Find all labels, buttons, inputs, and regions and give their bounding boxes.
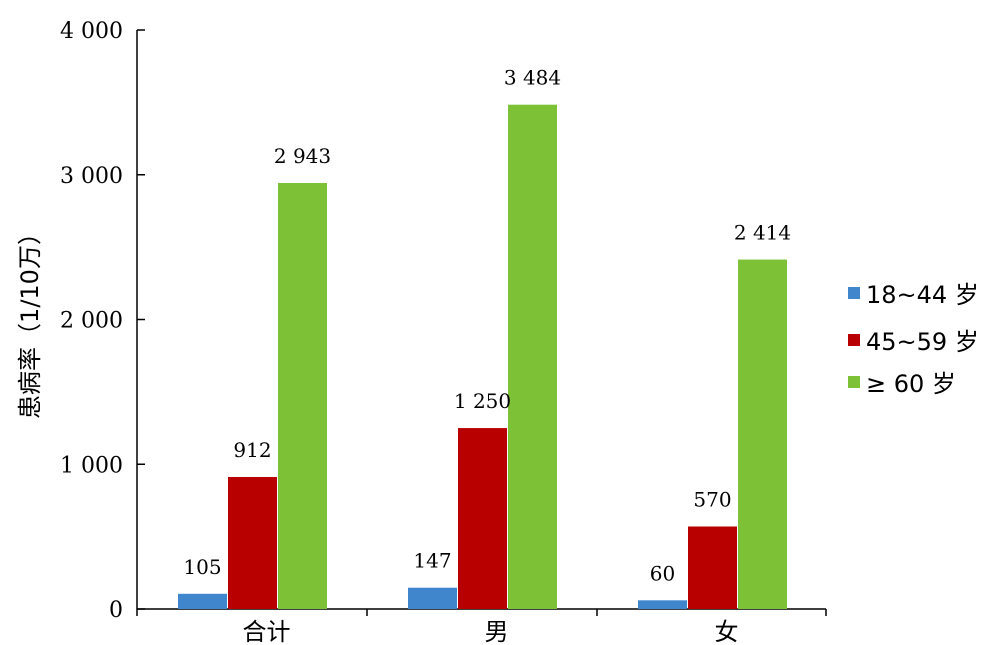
data-label: 105 — [183, 555, 221, 579]
data-label: 1 250 — [454, 389, 511, 413]
bar — [228, 476, 277, 609]
data-labels: 105 912 2 943 147 1 250 3 484 60 570 2 414 — [183, 66, 791, 586]
data-label: 570 — [693, 487, 731, 511]
data-label: 3 484 — [504, 66, 561, 90]
legend: 18~44 岁 45~59 岁 ≥ 60 岁 — [848, 281, 979, 398]
y-axis: 0 1 000 2 000 3 000 4 000 — [60, 19, 145, 623]
bars — [178, 104, 787, 610]
y-tick-label: 2 000 — [60, 309, 123, 334]
legend-label: 18~44 岁 — [866, 281, 979, 309]
data-label: 60 — [650, 561, 675, 585]
x-category-label: 女 — [715, 618, 739, 645]
bar — [458, 428, 507, 609]
bar — [738, 259, 787, 609]
x-category-label: 男 — [485, 618, 509, 645]
bar — [278, 183, 327, 610]
x-axis: 合计 男 女 — [136, 608, 827, 645]
y-tick-label: 3 000 — [60, 164, 123, 189]
y-tick-label: 1 000 — [60, 453, 123, 478]
bar — [688, 526, 737, 609]
y-tick-label: 4 000 — [60, 19, 123, 44]
legend-swatch — [848, 334, 860, 346]
bar — [638, 600, 687, 609]
bar — [408, 587, 457, 609]
data-label: 2 414 — [734, 221, 791, 245]
data-label: 912 — [233, 438, 271, 462]
y-axis-title: 患病率（1/10万） — [16, 221, 44, 419]
bar — [178, 593, 227, 609]
y-tick-label: 0 — [109, 598, 123, 623]
data-label: 2 943 — [274, 144, 331, 168]
legend-label: 45~59 岁 — [866, 328, 979, 356]
legend-label: ≥ 60 岁 — [866, 370, 956, 398]
data-label: 147 — [413, 549, 451, 573]
legend-swatch — [848, 376, 860, 388]
legend-swatch — [848, 287, 860, 299]
x-category-label: 合计 — [243, 618, 291, 645]
bar — [508, 104, 557, 609]
